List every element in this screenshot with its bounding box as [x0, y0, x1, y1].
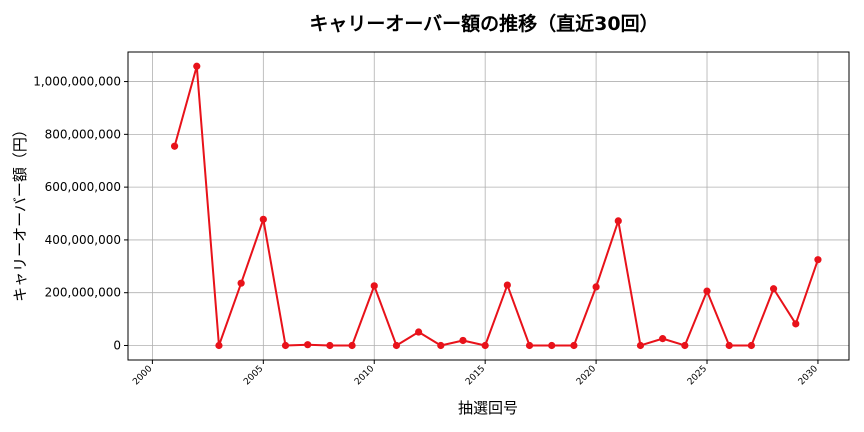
series-layer	[170, 62, 822, 350]
x-tick-label: 2005	[242, 364, 265, 387]
y-tick-label: 800,000,000	[45, 127, 121, 141]
data-point	[592, 283, 600, 291]
x-tick-label: 2020	[575, 364, 598, 387]
data-point	[814, 256, 822, 264]
data-point	[525, 341, 534, 350]
data-point	[747, 341, 755, 350]
data-point	[614, 217, 622, 225]
plot-area	[127, 51, 850, 361]
data-point	[459, 336, 467, 345]
grid	[128, 52, 849, 360]
data-point	[304, 341, 312, 349]
data-point	[725, 341, 733, 350]
data-point	[503, 281, 511, 289]
data-point	[437, 341, 445, 350]
data-point	[769, 285, 778, 293]
data-point	[193, 62, 201, 70]
data-point	[237, 279, 245, 287]
data-point	[170, 142, 179, 150]
y-tick-label: 1,000,000,000	[33, 75, 121, 89]
x-tick-label: 2000	[131, 364, 154, 387]
data-point	[570, 341, 578, 350]
y-tick-label: 600,000,000	[45, 180, 121, 194]
x-axis-label: 抽選回号	[458, 399, 518, 417]
data-point	[481, 341, 489, 350]
data-point	[215, 341, 223, 350]
data-point	[703, 287, 711, 295]
y-tick-label: 400,000,000	[45, 233, 121, 247]
y-axis-label: キャリーオーバー額（円）	[11, 122, 29, 302]
data-point	[281, 341, 290, 350]
x-tick-label: 2010	[353, 364, 376, 387]
data-point	[636, 341, 645, 350]
x-tick-label: 2030	[797, 364, 820, 387]
data-point	[392, 341, 401, 350]
data-point	[259, 215, 267, 223]
data-point	[659, 335, 667, 343]
x-tick-label: 2025	[686, 364, 709, 387]
data-point	[415, 328, 423, 336]
x-tick-label: 2015	[464, 364, 487, 387]
y-tick-label: 0	[113, 338, 121, 352]
series-line	[173, 65, 819, 347]
y-tick-label: 200,000,000	[45, 286, 121, 300]
data-point	[348, 341, 356, 350]
data-point	[548, 341, 556, 350]
x-axis: 2000 2005 2010 2015 2020 2025 2030	[131, 360, 820, 387]
data-point	[326, 341, 334, 350]
y-axis: 0 200,000,000 400,000,000 600,000,000 800,00…	[33, 75, 128, 352]
chart-title: キャリーオーバー額の推移（直近30回）	[309, 12, 658, 35]
data-point	[370, 282, 378, 290]
data-point	[681, 341, 689, 350]
data-point	[792, 320, 800, 328]
